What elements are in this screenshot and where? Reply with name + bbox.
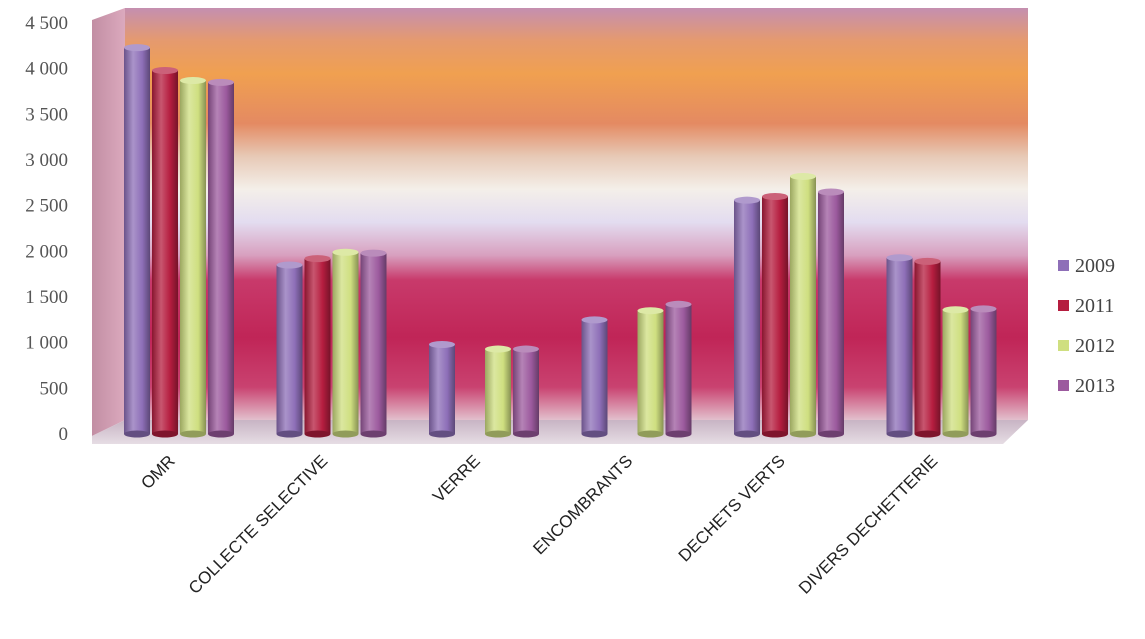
bar-top: [886, 254, 913, 262]
legend-swatch: [1058, 380, 1069, 391]
y-axis: 0 500 1 000 1 500 2 000 2 500 3 000 3 500 4 000 4…: [25, 13, 68, 445]
bar: [970, 308, 997, 434]
y-tick-label: 500: [40, 378, 69, 399]
bar: [304, 258, 331, 434]
bar-base: [970, 430, 997, 438]
bar-top: [208, 78, 234, 86]
bar-top: [513, 345, 539, 353]
bar-top: [790, 172, 816, 180]
bar-base: [208, 430, 234, 438]
legend-label: 2009: [1075, 255, 1115, 277]
bar-top: [180, 77, 206, 85]
bar-top: [152, 66, 178, 74]
category-label: DECHETS VERTS: [675, 451, 789, 565]
y-tick-label: 1 000: [25, 333, 68, 354]
bar-base: [360, 430, 387, 438]
bar-base: [304, 430, 331, 438]
legend: 2009 2011 2012 2013: [1058, 255, 1115, 397]
legend-swatch: [1058, 340, 1069, 351]
y-tick-label: 3 500: [25, 104, 68, 125]
y-tick-label: 4 000: [25, 59, 68, 80]
side-wall: [92, 8, 125, 436]
legend-swatch: [1058, 260, 1069, 271]
bar: [360, 253, 387, 434]
bar-base: [637, 430, 664, 438]
bar: [637, 310, 664, 434]
bar-base: [152, 430, 178, 438]
bar: [180, 80, 206, 434]
bar: [665, 304, 692, 434]
bar-base: [513, 430, 539, 438]
bar: [485, 349, 511, 434]
bar-top: [124, 44, 150, 52]
x-axis: OMR COLLECTE SELECTIVE VERRE ENCOMBRANTS DEC…: [137, 451, 941, 597]
bar: [762, 196, 788, 434]
legend-swatch: [1058, 300, 1069, 311]
bar-base: [942, 430, 969, 438]
bar-base: [790, 430, 816, 438]
bar: [942, 309, 969, 434]
bar: [886, 257, 913, 434]
bar-top: [332, 248, 359, 256]
bar: [152, 70, 178, 434]
legend-label: 2011: [1075, 295, 1114, 317]
bar: [429, 344, 455, 434]
bar-top: [485, 345, 511, 353]
category-label: VERRE: [429, 451, 484, 506]
bar-top: [665, 300, 692, 308]
bar: [734, 200, 760, 434]
y-tick-label: 2 000: [25, 241, 68, 262]
bar: [332, 252, 359, 434]
y-tick-label: 4 500: [25, 13, 68, 34]
y-tick-label: 3 000: [25, 150, 68, 171]
bar-base: [762, 430, 788, 438]
bar: [581, 319, 608, 434]
bar-top: [818, 188, 844, 196]
bar-top: [360, 249, 387, 257]
bar-base: [734, 430, 760, 438]
bar: [124, 47, 150, 434]
bar-base: [581, 430, 608, 438]
category-label: ENCOMBRANTS: [529, 451, 636, 558]
bar: [818, 191, 844, 434]
bar-base: [886, 430, 913, 438]
y-tick-label: 0: [59, 424, 69, 445]
bar-top: [970, 305, 997, 313]
bar-top: [942, 306, 969, 314]
bar-top: [762, 193, 788, 201]
bar-base: [818, 430, 844, 438]
bar-top: [276, 261, 303, 269]
bar-top: [429, 340, 455, 348]
y-tick-label: 2 500: [25, 196, 68, 217]
bar-base: [332, 430, 359, 438]
bars: [124, 44, 997, 438]
bar-base: [429, 430, 455, 438]
bar: [513, 349, 539, 434]
bar-base: [485, 430, 511, 438]
bar: [914, 261, 941, 434]
legend-label: 2013: [1075, 375, 1115, 397]
y-tick-label: 1 500: [25, 287, 68, 308]
category-label: DIVERS DECHETTERIE: [795, 451, 941, 597]
bar-top: [581, 316, 608, 324]
legend-label: 2012: [1075, 335, 1115, 357]
bar: [276, 265, 303, 434]
bar-top: [637, 307, 664, 315]
bar-base: [276, 430, 303, 438]
bar-top: [734, 196, 760, 204]
bar-base: [180, 430, 206, 438]
bar-top: [914, 257, 941, 265]
bar-top: [304, 255, 331, 263]
bar-base: [665, 430, 692, 438]
category-label: OMR: [137, 451, 178, 492]
bar: [208, 82, 234, 434]
category-label: COLLECTE SELECTIVE: [185, 451, 331, 597]
bar: [790, 176, 816, 434]
bar-base: [124, 430, 150, 438]
bar-base: [914, 430, 941, 438]
